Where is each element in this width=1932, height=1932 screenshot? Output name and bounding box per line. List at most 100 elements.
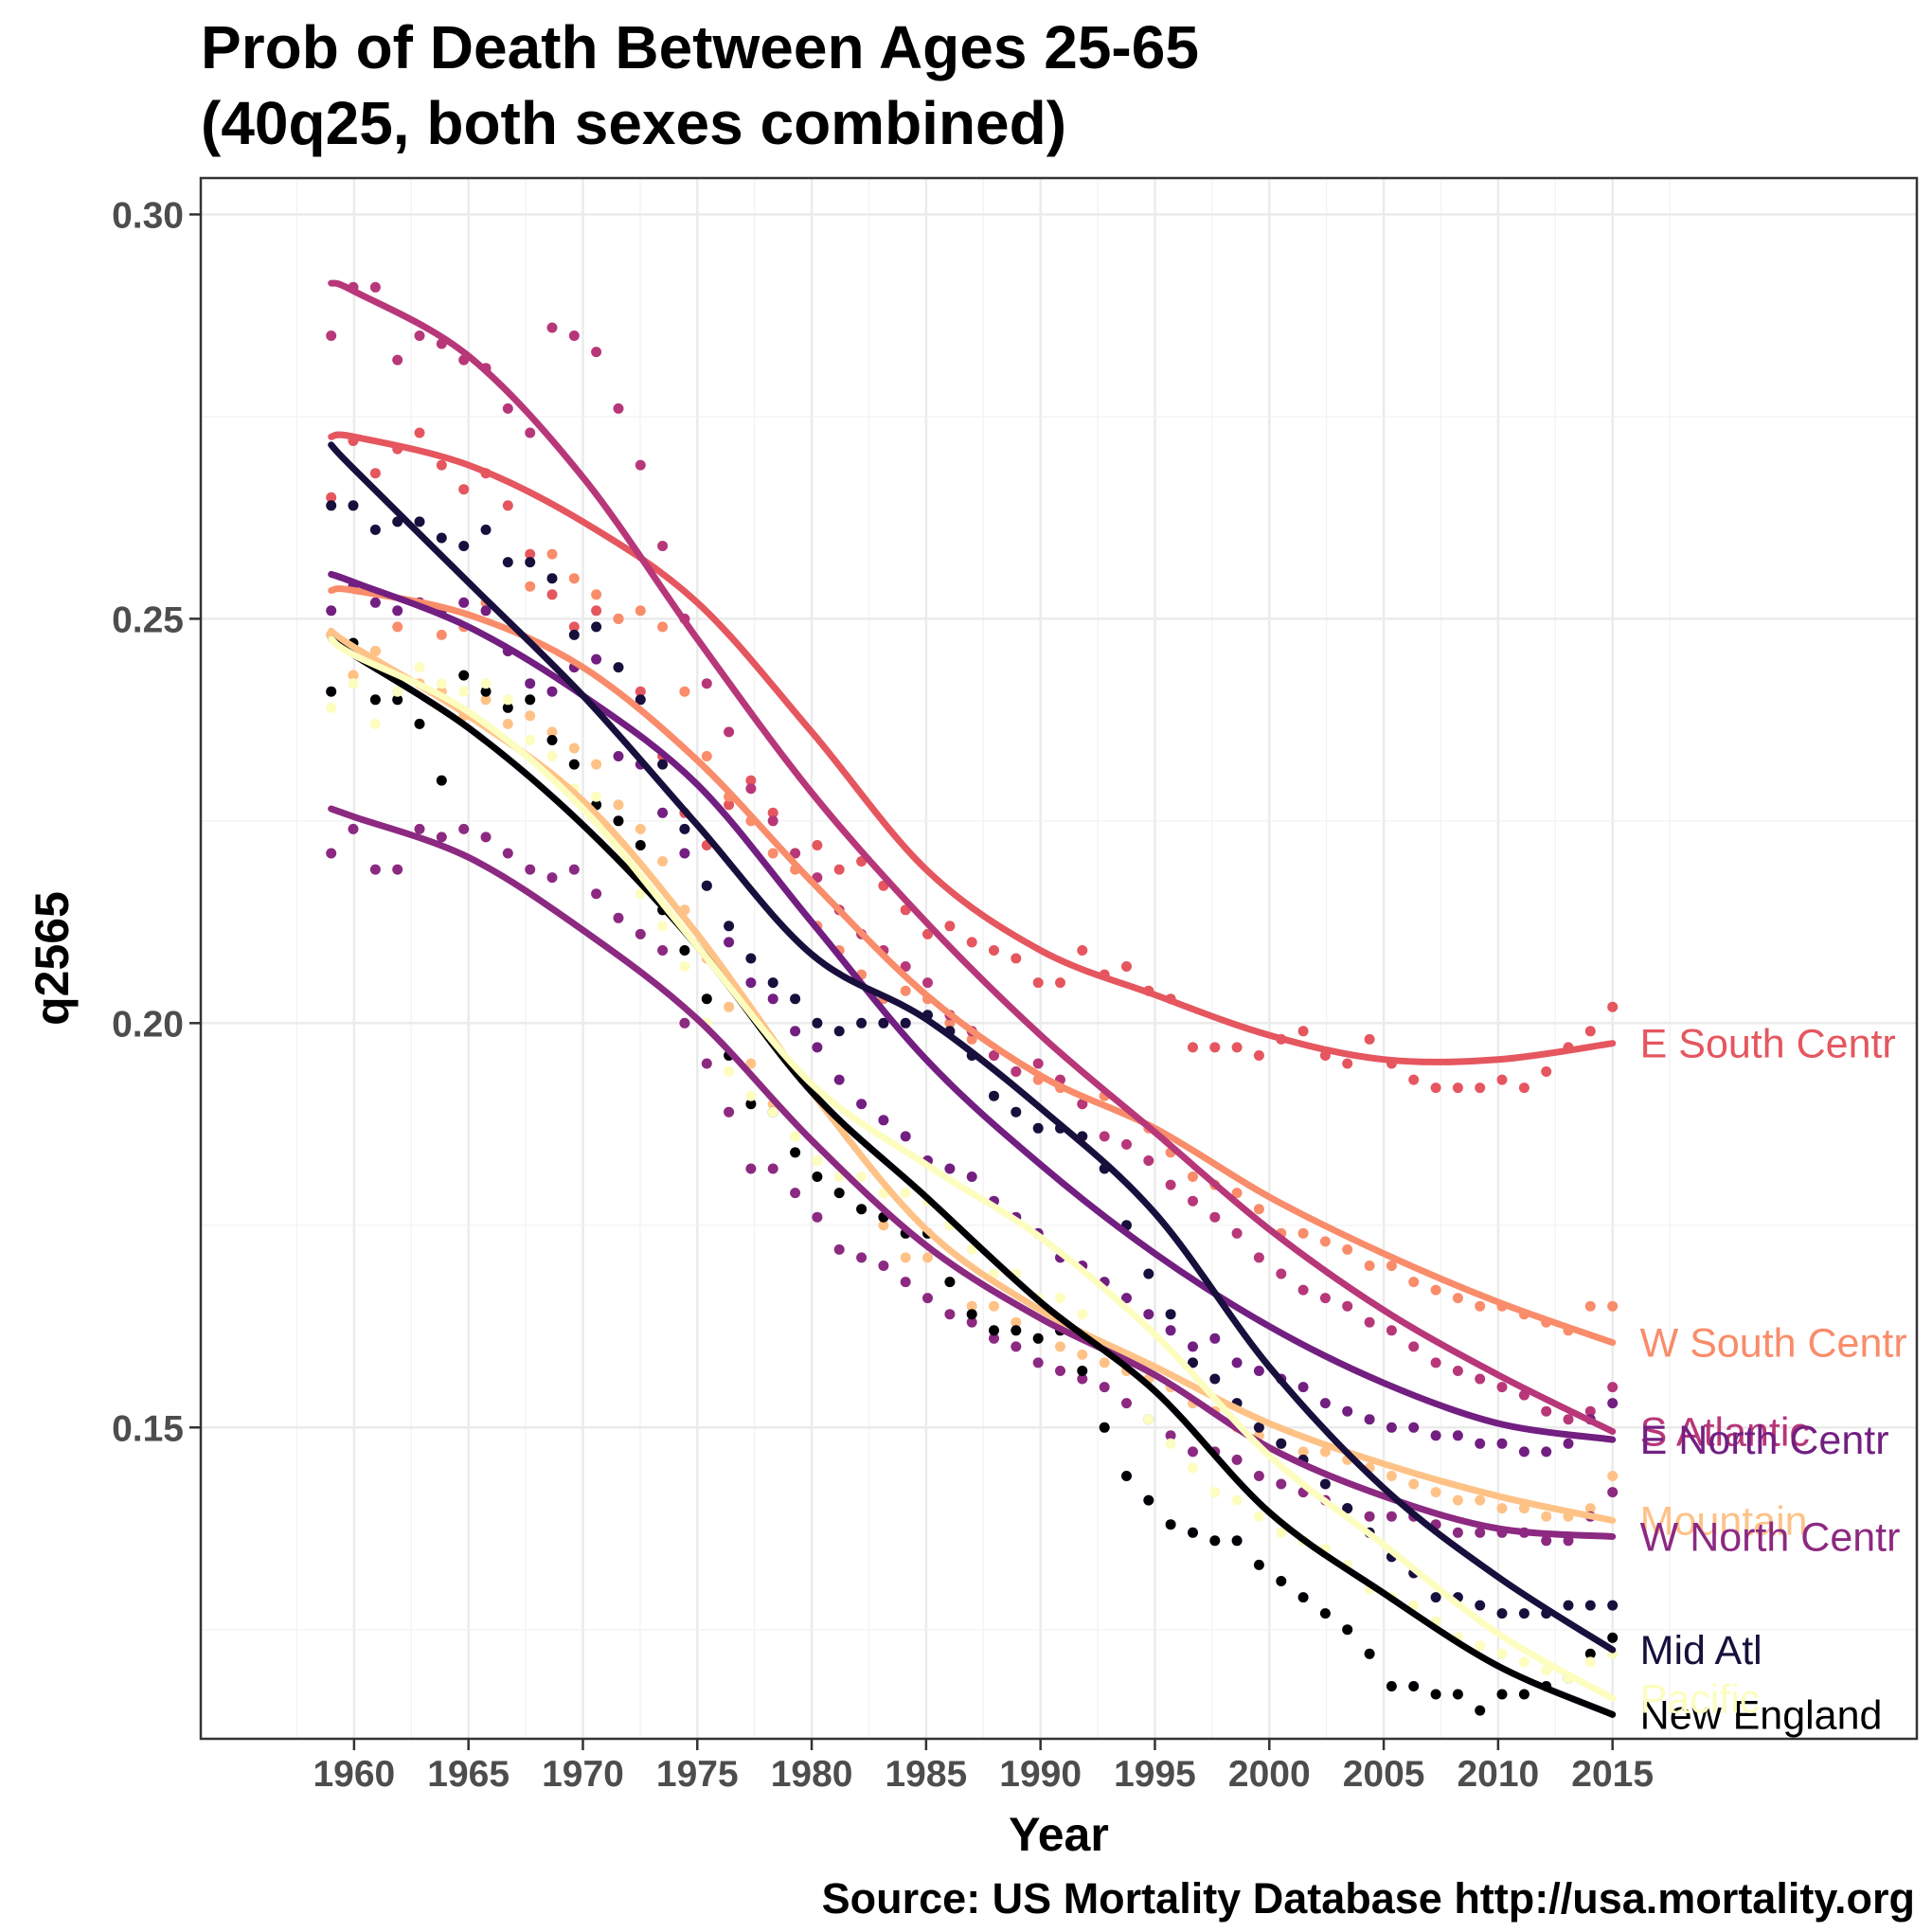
data-point [790,848,801,859]
data-point [1518,1608,1530,1619]
data-point [1121,1471,1132,1481]
data-point [525,710,536,722]
data-point [326,605,337,617]
data-point [546,751,558,761]
data-point [613,912,624,923]
data-point [568,621,580,633]
data-point [1319,1446,1331,1458]
data-point [724,726,735,738]
data-point [525,557,536,568]
data-point [1386,1681,1397,1691]
data-point [767,977,778,989]
data-point [1077,1349,1088,1360]
data-point [657,541,669,551]
data-point [1297,1227,1309,1239]
data-point [326,331,337,341]
data-point [414,662,425,673]
data-point [525,427,536,438]
data-point [591,621,602,633]
data-point [657,807,669,818]
data-point [1077,1099,1088,1110]
data-point [1099,1131,1110,1142]
data-point [326,492,337,503]
data-point [1607,1487,1619,1498]
data-point [635,694,646,706]
data-point [1188,1462,1198,1474]
data-point [1584,1503,1596,1514]
data-point [812,840,823,850]
data-point [701,880,712,891]
data-point [1496,1503,1508,1514]
data-point [1032,1122,1044,1134]
data-point [922,1252,933,1263]
data-point [525,735,536,745]
data-point [1165,1309,1176,1320]
data-point [767,1163,778,1174]
x-axis: 1960 1965 1970 1975 1980 1985 1990 1995 2000 2005… [313,1739,1654,1795]
data-point [1584,1300,1596,1312]
data-point [1386,1325,1397,1336]
data-point [1121,1293,1132,1304]
data-point [1297,1446,1309,1458]
data-point [1475,1082,1486,1094]
data-point [1496,1438,1508,1449]
data-point [348,678,359,689]
data-point [591,791,602,802]
data-point [1364,1414,1375,1425]
data-point [724,799,735,811]
data-point [369,718,381,729]
data-point [1607,1382,1619,1393]
data-point [679,961,690,972]
data-point [591,653,602,665]
data-point [546,322,558,333]
data-point [392,621,403,633]
data-point [1231,1454,1243,1465]
data-point [1452,1082,1463,1094]
data-point [701,678,712,689]
data-point [635,823,646,834]
data-point [392,605,403,617]
data-point [392,354,403,366]
data-point [369,281,381,293]
data-point [679,1017,690,1029]
data-point [568,629,580,640]
data-point [1408,1341,1420,1352]
data-point [480,694,492,706]
data-point [1475,1600,1486,1611]
data-point [944,1163,956,1174]
data-point [635,686,646,697]
data-point [745,775,757,786]
data-point [591,759,602,770]
data-point [989,1325,999,1336]
data-point [568,864,580,875]
data-point [790,1147,801,1158]
data-point [1099,1422,1110,1433]
data-point [1143,1309,1154,1320]
data-point [1231,1042,1243,1053]
data-point [414,331,425,341]
series-line [328,441,1617,1654]
data-point [1496,1074,1508,1085]
data-point [1188,1527,1198,1538]
data-point [767,1106,778,1118]
data-point [1563,1438,1574,1449]
data-point [458,541,470,551]
data-point [613,815,624,827]
data-point [1165,1325,1176,1336]
data-point [1231,1188,1243,1199]
data-point [724,921,735,932]
data-point [1584,1405,1596,1417]
data-point [745,1099,757,1110]
data-point [591,589,602,600]
data-point [635,605,646,617]
data-point [989,945,999,956]
data-point [546,573,558,584]
data-point [1364,1648,1375,1659]
data-point [1430,1357,1441,1368]
data-point [1607,1398,1619,1409]
data-point [679,686,690,697]
chart-title-line-1: Prob of Death Between Ages 25-65 [201,13,1199,81]
data-point [701,1058,712,1069]
data-point [1319,1608,1331,1619]
